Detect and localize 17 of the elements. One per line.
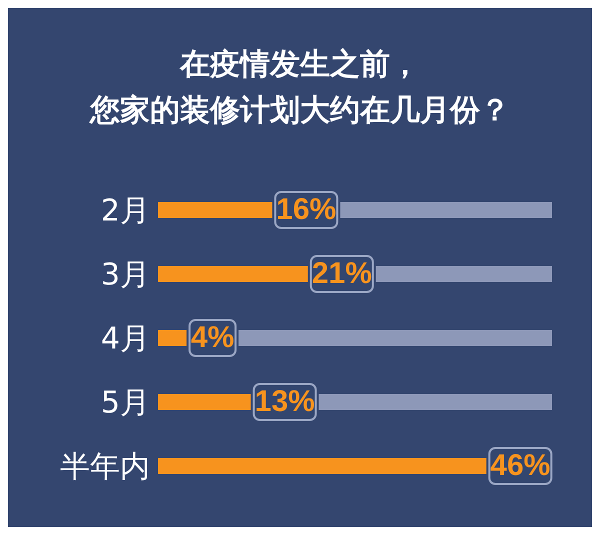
bar <box>158 266 308 282</box>
bar <box>158 458 486 474</box>
data-label: 21% <box>312 256 372 290</box>
data-label: 16% <box>276 192 336 226</box>
chart-title: 在疫情发生之前， <box>180 46 420 84</box>
y-tick-label: 半年内 <box>60 450 150 485</box>
y-tick-label: 3月 <box>100 258 150 293</box>
y-tick-label: 4月 <box>100 322 150 357</box>
data-label: 46% <box>490 448 550 482</box>
y-tick-label: 2月 <box>100 194 150 229</box>
y-tick-label: 5月 <box>100 386 150 421</box>
bar <box>158 330 187 346</box>
bar <box>158 202 272 218</box>
chart-subtitle: 您家的装修计划大约在几月份？ <box>90 92 510 130</box>
bar <box>158 394 251 410</box>
data-label: 4% <box>190 320 234 354</box>
data-label: 13% <box>254 384 315 418</box>
